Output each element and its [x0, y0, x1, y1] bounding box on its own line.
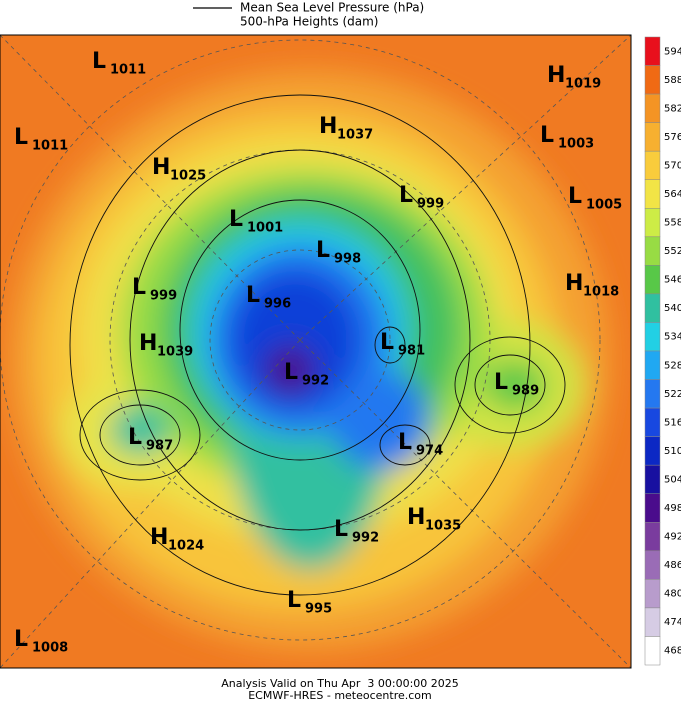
colorbar-label: 540 [664, 303, 681, 314]
center-pressure: 999 [150, 289, 177, 304]
colorbar-swatch [644, 493, 661, 523]
colorbar-label: 570 [664, 160, 681, 171]
center-pressure: 992 [302, 374, 329, 389]
center-pressure: 989 [512, 384, 539, 399]
colorbar-swatch [644, 122, 661, 152]
center-pressure: 996 [264, 297, 291, 312]
center-pressure: 1025 [170, 169, 206, 184]
center-letter: L [229, 207, 243, 232]
colorbar-swatch [644, 522, 661, 552]
center-pressure: 995 [305, 602, 332, 617]
colorbar-swatch [644, 150, 661, 180]
colorbar-label: 528 [664, 360, 681, 371]
colorbar-swatch [644, 265, 661, 295]
center-letter: L [540, 123, 554, 148]
colorbar-label: 594 [664, 46, 681, 57]
center-letter: L [316, 238, 330, 263]
center-letter: L [14, 125, 28, 150]
center-pressure: 1011 [32, 139, 68, 154]
center-pressure: 1019 [565, 77, 601, 92]
colorbar-label: 558 [664, 218, 681, 229]
colorbar-label: 564 [664, 189, 681, 200]
colorbar-swatch [644, 350, 661, 380]
colorbar-swatch [644, 464, 661, 494]
colorbar-label: 534 [664, 332, 681, 343]
colorbar-swatch [644, 579, 661, 609]
center-pressure: 1001 [247, 221, 283, 236]
colorbar-swatch [644, 436, 661, 466]
colorbar-swatch [644, 179, 661, 209]
colorbar-swatch [644, 93, 661, 123]
colorbar-swatch [644, 65, 661, 95]
colorbar-swatch [644, 236, 661, 266]
colorbar-swatch [644, 607, 661, 637]
center-pressure: 974 [416, 444, 443, 459]
center-pressure: 1035 [425, 519, 461, 534]
center-letter: L [398, 430, 412, 455]
center-letter: H [547, 63, 565, 88]
center-pressure: 1024 [168, 539, 204, 554]
colorbar-swatch [644, 293, 661, 323]
center-letter: H [152, 155, 170, 180]
valid-time: Analysis Valid on Thu Apr 3 00:00:00 202… [221, 677, 459, 690]
center-letter: L [128, 425, 142, 450]
center-letter: L [334, 517, 348, 542]
center-pressure: 987 [146, 439, 173, 454]
center-pressure: 1011 [110, 63, 146, 78]
center-pressure: 1003 [558, 137, 594, 152]
center-letter: L [399, 183, 413, 208]
colorbar-label: 510 [664, 446, 681, 457]
colorbar-swatch [644, 636, 661, 666]
source: ECMWF-HRES - meteocentre.com [248, 689, 432, 700]
center-letter: H [139, 331, 157, 356]
colorbar-label: 588 [664, 75, 681, 86]
colorbar-swatch [644, 550, 661, 580]
center-letter: L [284, 360, 298, 385]
center-letter: H [319, 114, 337, 139]
colorbar-label: 480 [664, 589, 681, 600]
colorbar-label: 552 [664, 246, 681, 257]
center-pressure: 992 [352, 531, 379, 546]
center-pressure: 1039 [157, 345, 193, 360]
colorbar-label: 516 [664, 417, 681, 428]
center-pressure: 981 [398, 344, 425, 359]
line-legend: Mean Sea Level Pressure (hPa) [240, 1, 424, 15]
colorbar-swatch [644, 322, 661, 352]
colorbar-label: 492 [664, 532, 681, 543]
center-letter: L [132, 275, 146, 300]
center-letter: L [92, 49, 106, 74]
colorbar-label: 546 [664, 275, 681, 286]
center-pressure: 1005 [586, 198, 622, 213]
center-letter: L [246, 283, 260, 308]
center-pressure: 1037 [337, 128, 373, 143]
map-frame [0, 34, 632, 669]
colorbar-swatch [644, 208, 661, 238]
center-letter: H [407, 505, 425, 530]
colorbar-label: 468 [664, 646, 681, 657]
colorbar-label: 486 [664, 560, 681, 571]
fill-legend: 500-hPa Heights (dam) [240, 15, 378, 29]
center-pressure: 998 [334, 252, 361, 267]
colorbar-swatch [644, 36, 661, 66]
center-letter: H [150, 525, 168, 550]
colorbar-label: 522 [664, 389, 681, 400]
colorbar-label: 474 [664, 617, 681, 628]
center-pressure: 999 [417, 197, 444, 212]
center-letter: L [380, 330, 394, 355]
colorbar-swatch [644, 379, 661, 409]
colorbar-label: 498 [664, 503, 681, 514]
colorbar-label: 582 [664, 103, 681, 114]
colorbar-label: 504 [664, 474, 681, 485]
center-letter: L [568, 184, 582, 209]
center-pressure: 1008 [32, 641, 68, 656]
center-pressure: 1018 [583, 285, 619, 300]
center-letter: L [14, 627, 28, 652]
center-letter: H [565, 271, 583, 296]
center-letter: L [494, 370, 508, 395]
colorbar-label: 576 [664, 132, 681, 143]
colorbar-swatch [644, 407, 661, 437]
center-letter: L [287, 588, 301, 613]
